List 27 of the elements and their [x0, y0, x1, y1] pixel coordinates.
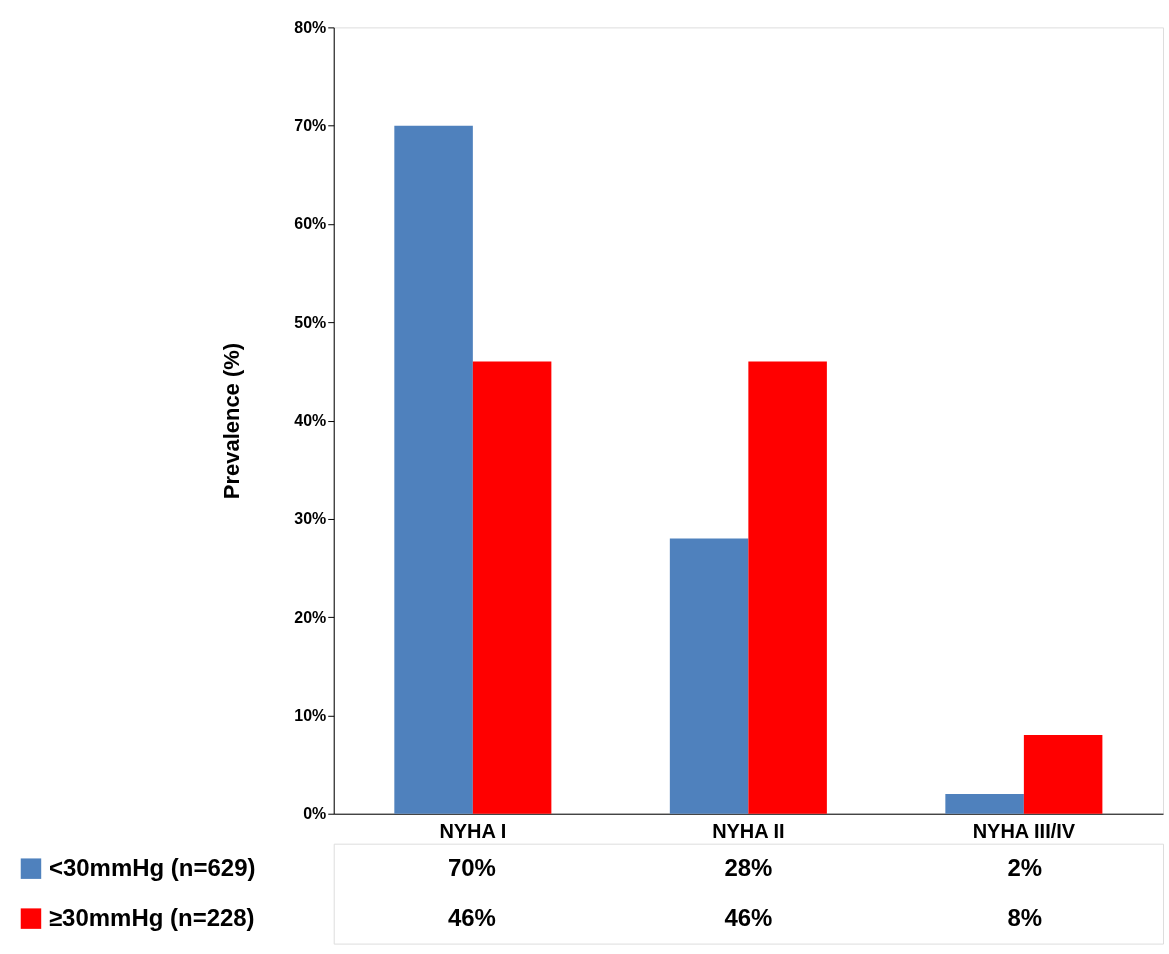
bar [669, 538, 749, 814]
data-label: 70% [447, 853, 496, 881]
y-tick-label: 40% [294, 412, 327, 430]
x-tick-label: NYHA III/IV [972, 820, 1076, 843]
y-tick-label: 20% [294, 608, 327, 626]
y-tick-label: 60% [294, 215, 327, 233]
bar [945, 794, 1024, 814]
data-label: 46% [447, 903, 496, 931]
y-tick-label: 30% [294, 510, 327, 528]
y-tick-label: 50% [294, 313, 327, 331]
bar [1023, 735, 1103, 814]
y-tick-label: 70% [294, 117, 327, 135]
x-tick-label: NYHA I [439, 820, 507, 843]
legend-label: <30mmHg (n=629) [48, 853, 256, 881]
y-tick-label: 0% [303, 805, 327, 823]
bar [394, 125, 473, 814]
bar [748, 361, 827, 814]
data-label: 46% [724, 903, 773, 931]
y-tick-label: 80% [294, 18, 327, 36]
y-axis-title: Prevalence (%) [219, 342, 245, 500]
x-tick-label: NYHA II [712, 820, 785, 843]
legend-label: ≥30mmHg (n=228) [48, 903, 255, 931]
data-label: 2% [1007, 853, 1043, 881]
bar [472, 361, 552, 814]
data-label: 8% [1007, 903, 1043, 931]
data-label: 28% [724, 853, 773, 881]
y-tick-label: 10% [294, 706, 327, 724]
